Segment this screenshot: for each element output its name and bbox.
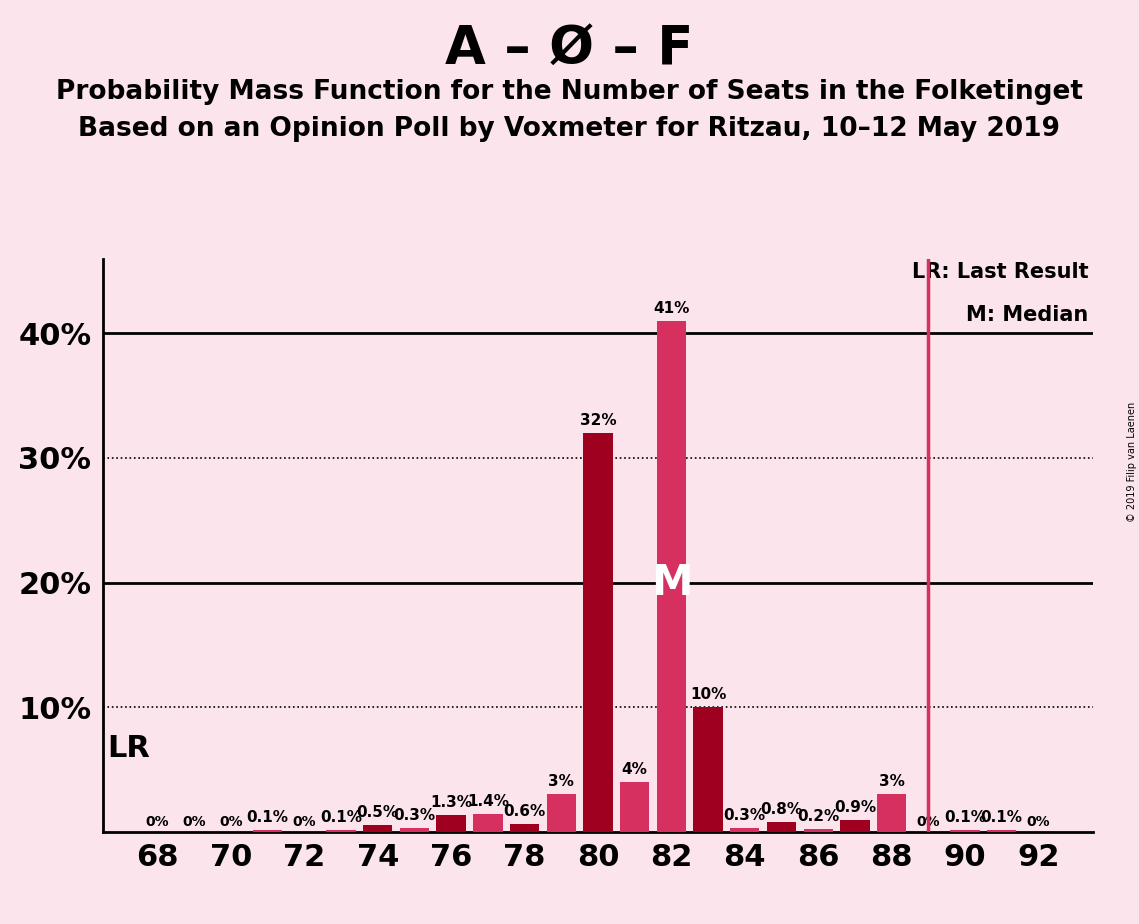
Text: A – Ø – F: A – Ø – F [445,23,694,75]
Text: LR: Last Result: LR: Last Result [912,261,1089,282]
Bar [510,824,539,832]
Bar [436,815,466,832]
Bar [730,828,760,832]
Text: LR: LR [107,734,150,763]
Text: 0%: 0% [219,815,243,829]
Bar [803,829,833,832]
Text: 0.1%: 0.1% [981,810,1023,825]
Bar [877,795,907,832]
Text: 32%: 32% [580,413,616,428]
Text: 0.3%: 0.3% [723,808,765,823]
Text: © 2019 Filip van Laenen: © 2019 Filip van Laenen [1126,402,1137,522]
Text: Based on an Opinion Poll by Voxmeter for Ritzau, 10–12 May 2019: Based on an Opinion Poll by Voxmeter for… [79,116,1060,141]
Bar [583,433,613,832]
Text: 0.1%: 0.1% [944,810,986,825]
Bar [767,821,796,832]
Text: 4%: 4% [622,761,648,777]
Text: 0.5%: 0.5% [357,806,399,821]
Bar [841,821,869,832]
Bar [694,707,723,832]
Text: 1.4%: 1.4% [467,795,509,809]
Text: 0.9%: 0.9% [834,800,876,815]
Bar [253,831,282,832]
Text: 0%: 0% [146,815,170,829]
Text: 0.8%: 0.8% [761,802,803,817]
Text: 0%: 0% [182,815,206,829]
Text: 0.2%: 0.2% [797,809,839,824]
Text: 0%: 0% [917,815,940,829]
Text: 10%: 10% [690,687,727,702]
Bar [988,831,1016,832]
Bar [657,321,686,832]
Text: 41%: 41% [653,301,689,316]
Text: 3%: 3% [548,774,574,789]
Text: 0.1%: 0.1% [320,810,362,825]
Bar [363,825,393,832]
Text: 1.3%: 1.3% [431,796,473,810]
Bar [620,782,649,832]
Text: Probability Mass Function for the Number of Seats in the Folketinget: Probability Mass Function for the Number… [56,79,1083,104]
Bar [547,795,576,832]
Text: 0.3%: 0.3% [393,808,435,823]
Text: 0.6%: 0.6% [503,804,546,820]
Text: 0.1%: 0.1% [247,810,288,825]
Text: M: M [650,562,693,603]
Bar [473,814,502,832]
Bar [950,831,980,832]
Bar [327,831,355,832]
Text: 0%: 0% [293,815,317,829]
Text: 3%: 3% [878,774,904,789]
Bar [400,828,429,832]
Text: M: Median: M: Median [966,305,1089,324]
Text: 0%: 0% [1026,815,1050,829]
